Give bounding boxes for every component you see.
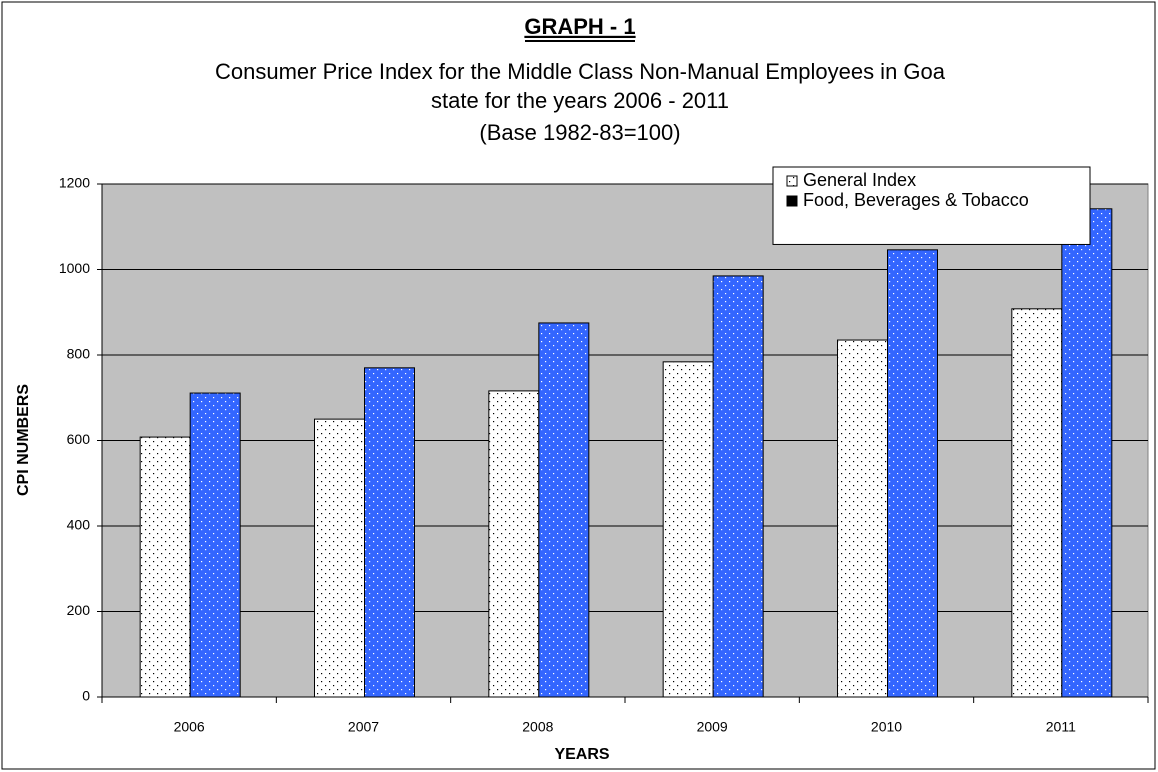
x-tick-label: 2010	[871, 719, 902, 735]
bar	[1061, 208, 1113, 698]
bar	[837, 339, 888, 698]
subtitle: (Base 1982-83=100)	[479, 120, 680, 145]
subtitle: state for the years 2006 - 2011	[431, 88, 729, 113]
y-tick-label: 1000	[59, 260, 90, 276]
legend-label: Food, Beverages & Tobacco	[803, 190, 1029, 210]
legend-swatch	[786, 175, 798, 187]
bar	[314, 418, 365, 698]
y-tick-label: 200	[67, 602, 91, 618]
x-axis-label: YEARS	[554, 746, 609, 763]
legend-box	[772, 166, 1091, 245]
subtitle: Consumer Price Index for the Middle Clas…	[215, 59, 946, 84]
x-tick-label: 2008	[522, 719, 553, 735]
x-tick-label: 2009	[697, 719, 728, 735]
bar	[488, 390, 540, 698]
bar	[662, 361, 714, 698]
x-tick-label: 2007	[348, 719, 379, 735]
y-tick-label: 600	[67, 431, 91, 447]
y-axis-label: CPI NUMBERS	[15, 384, 32, 496]
bar	[887, 249, 938, 698]
chart-title: GRAPH - 1	[524, 14, 635, 39]
y-tick-label: 400	[67, 517, 91, 533]
bar	[364, 367, 415, 698]
y-tick-label: 800	[67, 346, 91, 362]
bar	[712, 275, 764, 698]
bar	[1011, 308, 1063, 698]
bar	[538, 322, 590, 698]
y-tick-label: 1200	[59, 175, 90, 191]
legend-swatch	[786, 195, 798, 207]
x-tick-label: 2006	[174, 719, 205, 735]
y-tick-label: 0	[82, 688, 90, 704]
bar	[189, 392, 241, 698]
legend-label: General Index	[803, 170, 916, 190]
x-tick-label: 2011	[1046, 719, 1076, 735]
bar	[139, 436, 191, 698]
